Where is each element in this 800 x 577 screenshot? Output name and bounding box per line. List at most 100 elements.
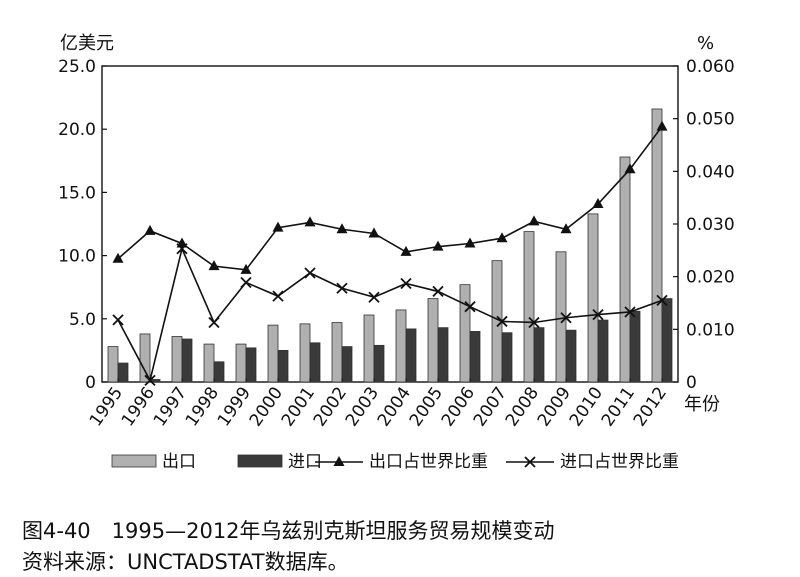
x-tick-label: 2009: [534, 383, 575, 430]
import-bar: [501, 332, 513, 383]
import-share-marker: [304, 267, 316, 279]
export-share-marker: [272, 221, 284, 232]
export-bar: [299, 323, 311, 383]
legend-export-label: 出口: [162, 452, 196, 472]
import-share-marker: [112, 314, 124, 326]
x-tick-label: 1996: [118, 383, 159, 430]
export-share-marker: [368, 227, 380, 238]
left-tick-label: 0: [85, 373, 96, 393]
import-share-marker: [464, 301, 476, 313]
import-share-marker: [528, 316, 540, 329]
import-bar: [341, 346, 353, 383]
export-share-marker: [144, 224, 156, 235]
right-tick-label: 0.020: [686, 268, 735, 288]
left-axis-unit: 亿美元: [60, 33, 114, 54]
export-share-marker: [240, 263, 252, 274]
right-tick-label: 0: [686, 373, 697, 393]
import-bar: [661, 298, 673, 383]
export-bar: [427, 298, 439, 383]
right-tick-label: 0.040: [686, 162, 735, 182]
import-share-marker: [560, 312, 572, 324]
x-tick-label: 2012: [630, 383, 671, 430]
export-bar: [523, 231, 535, 383]
import-bar: [405, 328, 417, 383]
import-bar: [309, 342, 321, 383]
import-share-marker: [656, 294, 668, 307]
export-share-marker: [464, 237, 476, 248]
right-tick-label: 0.060: [686, 57, 735, 77]
legend-export-share-marker: [333, 456, 345, 466]
right-tick-label: 0.030: [686, 215, 735, 235]
export-bar: [139, 333, 151, 383]
import-share-marker: [400, 277, 412, 290]
import-bar: [533, 327, 545, 383]
export-share-marker: [112, 252, 124, 263]
export-share-marker: [624, 163, 636, 174]
import-share-marker: [368, 291, 380, 303]
x-tick-label: 1997: [150, 383, 191, 430]
import-share-marker: [496, 315, 508, 328]
x-tick-label: 2005: [406, 383, 447, 430]
export-bar: [619, 156, 631, 383]
legend-import-share-label: 进口占世界比重: [560, 452, 679, 472]
x-tick-label: 2011: [598, 383, 639, 430]
export-share-marker: [528, 215, 540, 226]
import-share-line: [117, 246, 663, 383]
x-tick-label: 2010: [566, 383, 607, 430]
source-note: 资料来源：UNCTADSTAT数据库。: [22, 550, 349, 574]
import-bar: [565, 329, 577, 383]
legend-export-swatch: [111, 454, 157, 468]
legend-import-label: 进口: [288, 452, 322, 472]
import-bar: [373, 344, 385, 383]
export-bar: [587, 213, 599, 383]
export-share-marker: [560, 223, 572, 234]
x-tick-label: 2008: [502, 383, 543, 430]
right-axis-unit: %: [697, 33, 714, 54]
export-bar: [331, 322, 343, 383]
x-tick-label: 2001: [278, 383, 319, 430]
export-bar: [107, 346, 119, 383]
export-bar: [203, 343, 215, 383]
import-bar: [469, 331, 481, 383]
import-share-marker: [208, 316, 220, 329]
x-tick-label: 2006: [438, 383, 479, 430]
export-share-marker: [496, 232, 508, 243]
import-bar: [117, 362, 129, 383]
export-share-marker: [400, 245, 412, 256]
x-tick-label: 2003: [342, 383, 383, 430]
x-tick-label: 1999: [214, 383, 255, 430]
x-tick-label: 2004: [374, 383, 415, 430]
export-share-marker: [336, 223, 348, 234]
export-bar: [267, 324, 279, 383]
right-tick-label: 0.050: [686, 110, 735, 130]
import-share-marker: [240, 276, 252, 289]
import-bar: [437, 327, 449, 383]
x-tick-label: 2000: [246, 383, 287, 430]
export-bar: [651, 108, 663, 383]
export-share-marker: [432, 240, 444, 251]
left-tick-label: 25.0: [58, 57, 96, 77]
x-tick-label: 2002: [310, 383, 351, 430]
export-share-marker: [304, 216, 316, 227]
export-bar: [459, 284, 471, 383]
import-share-marker: [176, 243, 188, 255]
left-tick-label: 10.0: [58, 247, 96, 267]
left-tick-label: 20.0: [58, 120, 96, 140]
import-bar: [213, 361, 225, 383]
right-tick-label: 0.010: [686, 320, 735, 340]
export-bar: [171, 336, 183, 383]
import-bar: [181, 338, 193, 383]
export-bar: [363, 314, 375, 383]
legend-import-share-marker: [524, 456, 536, 468]
import-bar: [597, 319, 609, 383]
export-share-marker: [208, 260, 220, 271]
import-bar: [277, 349, 289, 383]
import-share-marker: [336, 282, 348, 294]
legend-export-share-label: 出口占世界比重: [369, 452, 488, 472]
legend-import-swatch: [237, 454, 283, 468]
figure-caption: 图4-40 1995—2012年乌兹别克斯坦服务贸易规模变动: [22, 519, 555, 543]
import-bar: [245, 347, 257, 383]
import-share-marker: [272, 290, 284, 302]
export-share-marker: [592, 197, 604, 208]
x-tick-label: 2007: [470, 383, 511, 430]
